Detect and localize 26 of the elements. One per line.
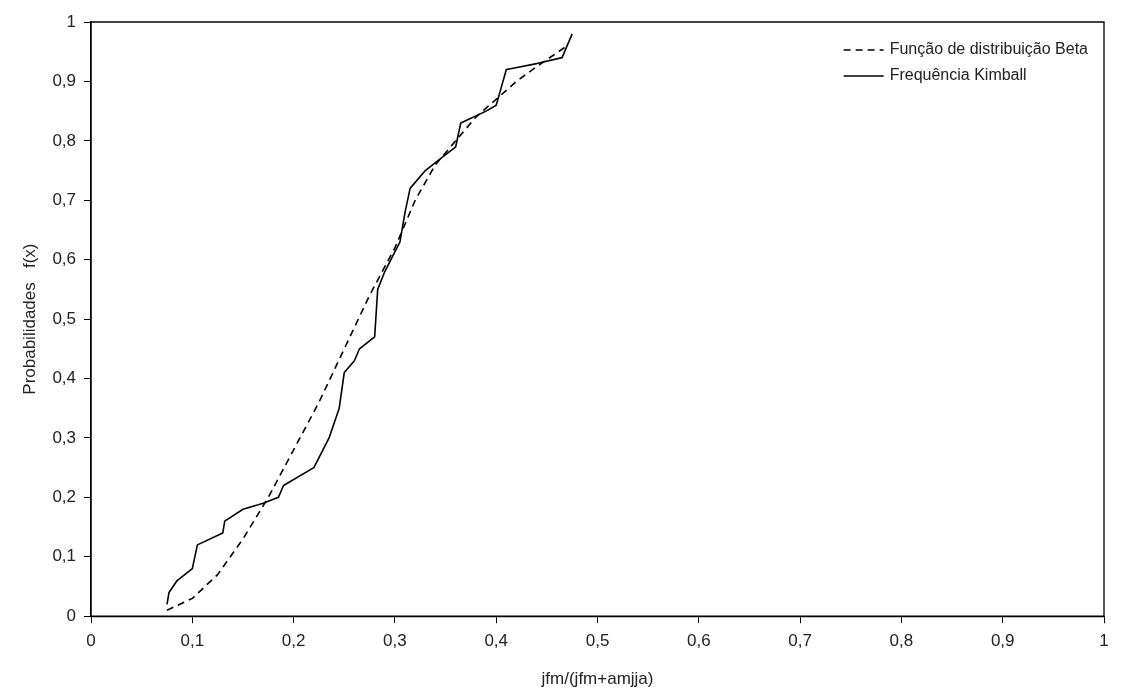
x-tick-label: 0 [86,631,96,651]
legend-label: Função de distribuição Beta [889,40,1089,58]
y-tick-label: 0,6 [52,249,77,269]
x-tick-label: 0,2 [281,631,306,651]
y-tick-label: 0 [66,605,77,625]
y-tick-label: 0,4 [52,368,77,388]
x-tick-label: 1 [1099,631,1109,651]
y-tick-label: 0,2 [52,487,77,507]
y-tick-label: 0,1 [52,546,77,566]
legend-label: Frequência Kimball [889,66,1027,84]
x-tick-label: 0,6 [686,631,711,651]
x-tick-label: 0,1 [180,631,205,651]
x-tick-label: 0,3 [383,631,407,651]
y-tick-label: 0,5 [52,308,77,328]
x-axis-title: jfm/(jfm+amjja) [540,669,654,689]
y-tick-label: 0,9 [52,71,77,91]
y-tick-label: 0,3 [52,427,77,447]
y-tick-label: 0,8 [52,130,77,150]
x-tick-label: 0,5 [585,631,610,651]
y-axis-title: Probabilidades f(x) [19,243,39,395]
y-tick-label: 1 [66,11,77,31]
x-tick-label: 0,8 [889,631,914,651]
x-tick-label: 0,4 [484,631,509,651]
x-tick-label: 0,9 [990,631,1015,651]
y-tick-label: 0,7 [52,189,77,209]
x-tick-label: 0,7 [788,631,812,651]
